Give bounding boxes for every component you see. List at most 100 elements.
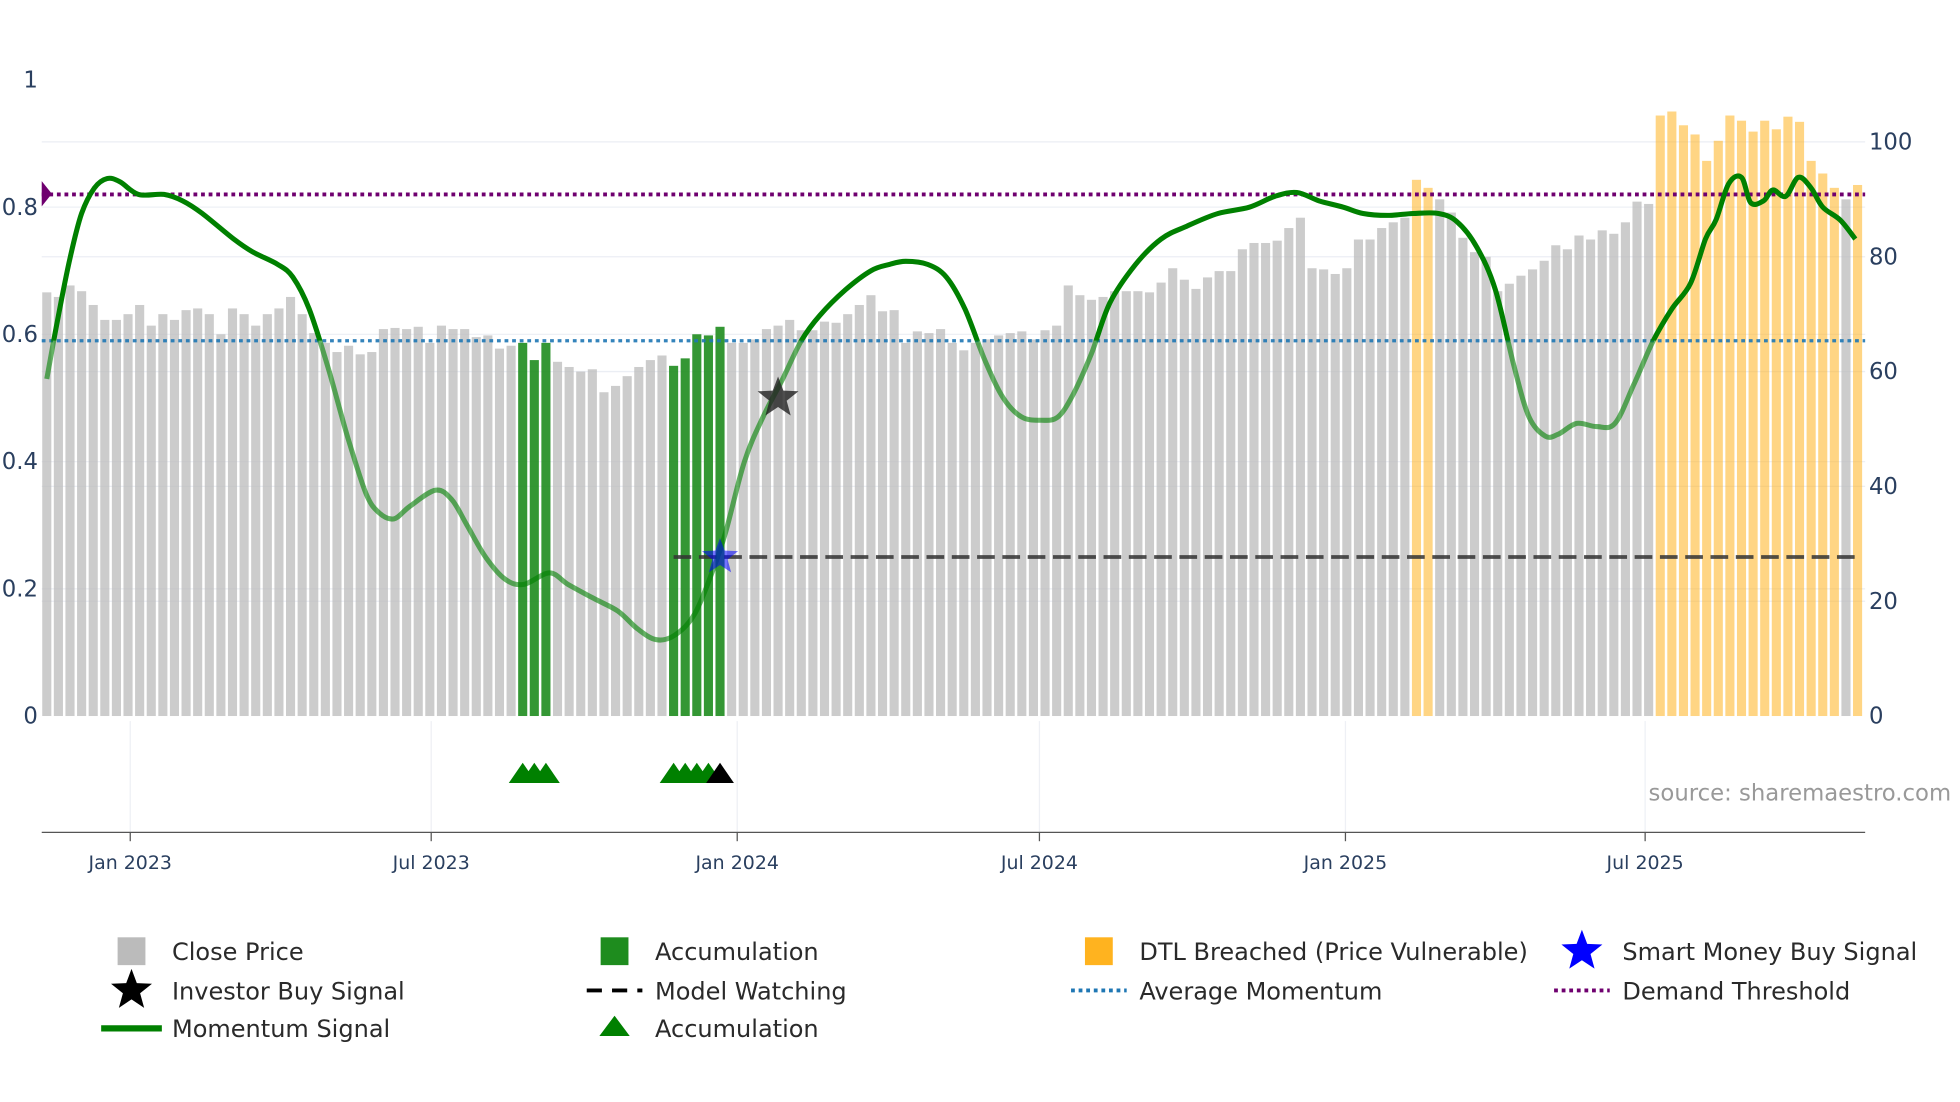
momentum-signal-line-below-average: [44, 340, 1657, 643]
close-price-bar: [645, 360, 655, 717]
star-black-icon: [111, 968, 152, 1008]
legend-item: Average Momentum: [1071, 977, 1382, 1005]
star-blue-icon: [1561, 929, 1603, 969]
close-price-bar: [1574, 235, 1584, 717]
close-price-bar: [1110, 291, 1120, 717]
close-price-bar: [239, 314, 249, 717]
close-price-bar: [378, 329, 388, 717]
left-axis-tick-label: 0.4: [2, 449, 38, 475]
close-price-bar: [1539, 260, 1549, 717]
close-price-bar: [158, 314, 168, 717]
investor-buy-signal-star-icon: [757, 376, 799, 416]
close-price-bar: [344, 345, 354, 717]
close-price-bar: [843, 314, 853, 717]
close-price-bar: [1644, 203, 1654, 717]
close-price-bar: [448, 329, 458, 717]
close-price-bar: [285, 296, 296, 717]
dtl-breached-bar: [1771, 129, 1781, 717]
close-price-bar: [1469, 252, 1480, 717]
close-price-bar: [831, 322, 841, 717]
close-price-bar: [994, 335, 1004, 717]
close-price-bar: [355, 354, 365, 717]
close-price-bar: [1458, 237, 1468, 717]
close-price-bar: [88, 304, 98, 717]
close-price-bar: [413, 326, 423, 717]
close-price-bar: [819, 321, 830, 717]
signal-lines: [41, 173, 1866, 643]
legend-label: Demand Threshold: [1622, 977, 1850, 1005]
close-price-bar: [425, 342, 435, 717]
legend-label: Close Price: [172, 938, 304, 966]
close-price-bar: [1005, 333, 1015, 717]
dtl-breached-bar: [1783, 116, 1793, 717]
close-price-bar: [1098, 296, 1108, 717]
accumulation-bar: [703, 335, 713, 717]
close-price-bar: [750, 339, 760, 717]
close-price-bar: [1319, 269, 1329, 717]
close-price-bars: [42, 111, 1863, 717]
close-price-bar: [251, 325, 261, 717]
close-price-bar: [1481, 256, 1491, 717]
close-price-bar: [297, 314, 307, 717]
close-price-bar: [622, 376, 632, 717]
close-price-bar: [367, 352, 377, 717]
dtl-breached-bar: [1667, 111, 1677, 717]
accumulation-triangle-icon: [532, 762, 560, 784]
close-price-bar: [1040, 330, 1050, 717]
close-price-bar: [390, 327, 400, 717]
close-price-bar: [1446, 212, 1456, 717]
close-price-bar: [1168, 268, 1178, 717]
close-price-bar: [761, 329, 772, 717]
legend-item: Accumulation: [600, 937, 819, 966]
dtl-breached-bar: [1818, 173, 1828, 717]
close-price-bar: [1841, 199, 1851, 717]
dtl-breached-bar: [1655, 115, 1665, 717]
x-axis-tick-label: Jul 2023: [392, 852, 470, 874]
left-axis-tick-label: 0.8: [2, 195, 38, 221]
close-price-bar: [773, 325, 783, 717]
dtl-breached-bar: [1794, 121, 1805, 717]
momentum-signal-line: [51, 173, 1858, 341]
close-price-bar: [506, 345, 516, 717]
dtl-breached-bar: [1423, 187, 1433, 717]
close-price-bar: [657, 355, 667, 717]
close-price-bar: [1632, 201, 1642, 717]
close-price-bar: [77, 291, 87, 717]
close-price-bar: [912, 331, 922, 717]
close-price-bar: [1226, 271, 1236, 717]
close-price-bar: [970, 342, 980, 717]
legend: Close Price Accumulation DTL Breached (Pri…: [101, 929, 1917, 1043]
close-price-bar: [727, 342, 737, 717]
close-price-bar: [1435, 199, 1445, 717]
legend-item: Demand Threshold: [1554, 977, 1850, 1005]
close-price-bar: [123, 314, 133, 717]
close-price-bar: [227, 308, 238, 717]
close-price-bar: [1400, 217, 1410, 717]
close-price-bar: [808, 330, 818, 717]
axes: 0 0.2 0.4 0.6 0.8 1 0 20 40 60 80 100 Jan 2023 Jul 20…: [2, 68, 1913, 874]
right-axis-tick-label: 20: [1869, 589, 1898, 615]
legend-label: Average Momentum: [1139, 977, 1382, 1005]
close-price-bar: [877, 311, 888, 717]
close-price-bar: [924, 333, 934, 717]
close-price-bar: [1052, 325, 1062, 717]
close-price-bar: [1504, 283, 1514, 717]
close-price-bar: [53, 296, 63, 717]
legend-label: Momentum Signal: [172, 1015, 390, 1043]
close-price-bar: [494, 348, 505, 717]
accumulation-bar: [669, 365, 679, 717]
close-price-bar: [1295, 217, 1305, 717]
square-gray-icon: [117, 937, 146, 966]
close-price-bar: [436, 325, 446, 717]
dtl-breached-bar: [1702, 160, 1712, 717]
x-axis-tick-label: Jul 2024: [1000, 852, 1078, 874]
x-axis-tick-label: Jul 2025: [1606, 852, 1684, 874]
accumulation-bar: [680, 358, 690, 717]
close-price-bar: [959, 350, 969, 717]
close-price-bar: [65, 285, 75, 717]
accumulation-bar: [692, 334, 702, 717]
close-price-bar: [1353, 239, 1363, 717]
right-axis-tick-label: 0: [1869, 704, 1883, 730]
legend-label: Investor Buy Signal: [172, 977, 405, 1005]
